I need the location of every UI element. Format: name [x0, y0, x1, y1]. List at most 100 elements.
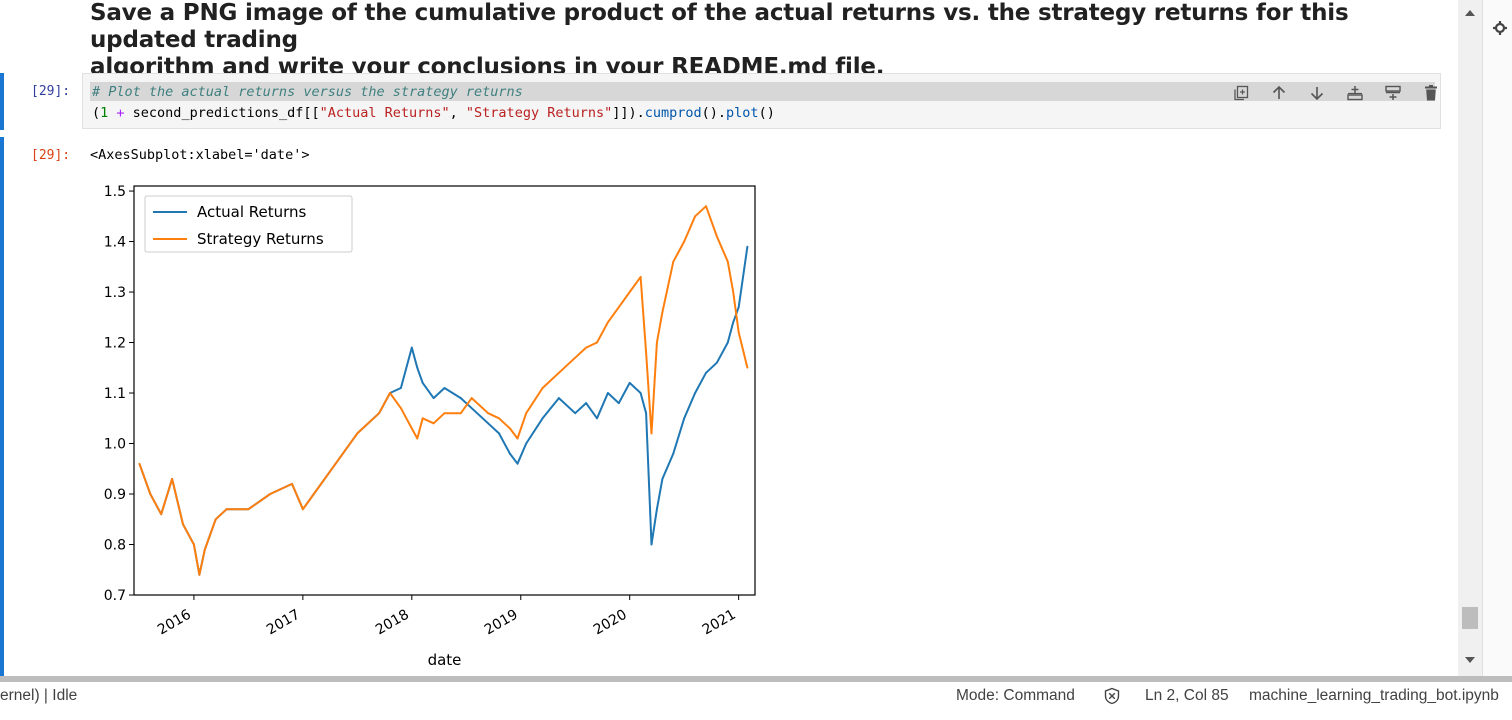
- legend-label: Strategy Returns: [197, 230, 324, 248]
- x-tick-label: 2019: [482, 607, 521, 639]
- data-point: [628, 382, 631, 384]
- data-point: [715, 235, 718, 238]
- y-tick-label: 0.9: [104, 487, 126, 503]
- data-point: [557, 371, 560, 374]
- y-tick-label: 0.7: [104, 588, 126, 604]
- data-point: [656, 341, 658, 344]
- data-point: [225, 508, 228, 511]
- mode-indicator[interactable]: Mode: Command: [956, 687, 1075, 704]
- data-point: [746, 245, 749, 248]
- data-point: [541, 417, 544, 420]
- data-point: [182, 523, 184, 526]
- data-point: [410, 346, 413, 349]
- legend-box: [144, 195, 353, 253]
- data-point: [525, 442, 528, 445]
- data-point: [487, 412, 489, 415]
- data-point: [498, 417, 500, 420]
- insert-above-icon[interactable]: [1336, 82, 1374, 104]
- data-point: [694, 392, 696, 394]
- scroll-up-icon[interactable]: [1465, 10, 1475, 16]
- data-point: [645, 351, 647, 354]
- data-point: [400, 387, 402, 389]
- returns-chart: 0.7 0.8 0.9 1.0 1.1 1.2 1.3 1.4 1.5 2016 2017 2018 2…: [104, 184, 756, 669]
- data-point: [574, 412, 577, 415]
- data-point: [650, 432, 653, 435]
- data-point: [312, 493, 315, 495]
- file-name: machine_learning_trading_bot.ipynb: [1249, 687, 1499, 704]
- data-point: [574, 356, 577, 359]
- data-point: [726, 341, 729, 344]
- move-up-icon[interactable]: [1260, 82, 1298, 104]
- data-point: [737, 331, 740, 334]
- data-point: [715, 361, 718, 364]
- data-point: [378, 412, 381, 415]
- data-point: [541, 387, 544, 389]
- data-point: [639, 275, 642, 278]
- data-point: [661, 311, 664, 314]
- data-point: [410, 427, 413, 430]
- code-comment: # Plot the actual returns versus the str…: [92, 84, 523, 100]
- output-cell-indicator: [0, 137, 4, 676]
- data-point: [487, 422, 489, 425]
- code-token: ().: [701, 105, 727, 121]
- code-token: +: [108, 105, 133, 121]
- cursor-position[interactable]: Ln 2, Col 85: [1145, 687, 1229, 704]
- data-point: [498, 432, 500, 435]
- output-prompt: [29]:: [31, 148, 71, 163]
- code-token: (: [92, 105, 101, 121]
- data-point: [203, 548, 206, 551]
- data-point: [694, 215, 696, 218]
- code-token: ,: [449, 105, 466, 121]
- code-token: cumprod: [644, 105, 702, 121]
- data-point: [617, 402, 620, 405]
- gear-icon[interactable]: [1492, 20, 1508, 36]
- data-point: [683, 417, 686, 420]
- cell-toolbar: [1222, 82, 1450, 104]
- right-sidebar: [1482, 0, 1512, 676]
- delete-icon[interactable]: [1412, 82, 1450, 104]
- data-point: [247, 508, 250, 511]
- data-point: [421, 417, 424, 420]
- x-axis-label: date: [428, 651, 462, 669]
- data-point: [705, 205, 707, 208]
- y-tick-label: 1.1: [104, 386, 126, 402]
- notebook-panel: Save a PNG image of the cumulative produ…: [0, 0, 1450, 676]
- code-token: plot: [726, 105, 759, 121]
- code-token: "Actual Returns": [319, 105, 450, 121]
- code-line-2: (1 + second_predictions_df[["Actual Retu…: [92, 104, 775, 122]
- active-cell-indicator: [0, 73, 4, 130]
- data-point: [596, 341, 598, 344]
- scroll-down-icon[interactable]: [1465, 657, 1475, 663]
- insert-below-icon[interactable]: [1374, 82, 1412, 104]
- data-point: [416, 366, 419, 369]
- series-line-1: [138, 205, 749, 576]
- y-tick-label: 1.4: [104, 235, 126, 251]
- data-point: [607, 392, 609, 394]
- data-point: [443, 387, 446, 389]
- legend-label: Actual Returns: [197, 203, 307, 221]
- data-point: [672, 260, 675, 263]
- data-point: [470, 407, 473, 410]
- kernel-status[interactable]: ernel) | Idle: [0, 687, 78, 704]
- data-point: [149, 493, 152, 495]
- data-point: [516, 437, 519, 440]
- x-tick-label: 2020: [591, 607, 630, 639]
- y-tick-label: 1.0: [104, 437, 126, 453]
- data-point: [214, 518, 217, 521]
- status-bar: ernel) | Idle Mode: Command Ln 2, Col 85…: [0, 682, 1512, 720]
- vertical-scrollbar[interactable]: [1458, 0, 1482, 676]
- data-point: [672, 452, 675, 455]
- move-down-icon[interactable]: [1298, 82, 1336, 104]
- data-point: [737, 306, 740, 309]
- data-point: [470, 397, 473, 399]
- shield-icon[interactable]: [1103, 687, 1121, 705]
- heading-line-1: Save a PNG image of the cumulative produ…: [90, 0, 1349, 53]
- x-tick-label: 2021: [700, 607, 739, 639]
- code-token: 1: [100, 105, 109, 121]
- duplicate-icon[interactable]: [1222, 82, 1260, 104]
- data-point: [732, 291, 735, 293]
- scroll-thumb[interactable]: [1462, 607, 1478, 629]
- data-point: [334, 462, 337, 465]
- data-point: [508, 427, 511, 430]
- code-editor[interactable]: # Plot the actual returns versus the str…: [82, 73, 1441, 129]
